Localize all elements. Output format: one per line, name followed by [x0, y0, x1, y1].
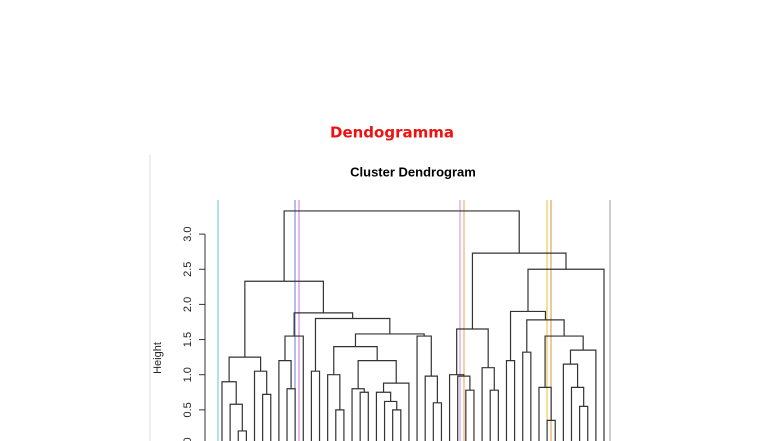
page-title: Dendogramma — [330, 124, 454, 142]
merge — [527, 268, 605, 441]
merge — [424, 375, 438, 441]
y-tick-label: 0.0 — [182, 437, 194, 441]
merge — [262, 393, 272, 441]
merge — [310, 370, 321, 441]
merge — [489, 389, 499, 441]
merge — [278, 360, 292, 441]
merge — [383, 400, 398, 441]
merge — [465, 389, 475, 441]
cluster-rectangles — [217, 200, 611, 441]
y-tick-label: 2.0 — [182, 297, 194, 312]
merge — [293, 312, 354, 337]
merge — [562, 363, 579, 441]
merge — [229, 403, 243, 441]
merge — [327, 374, 341, 441]
merge — [471, 252, 567, 330]
y-tick-label: 1.0 — [182, 367, 194, 382]
merge — [456, 328, 489, 375]
merge — [569, 349, 597, 441]
y-tick-label: 2.5 — [182, 262, 194, 277]
y-tick-label: 3.0 — [182, 226, 194, 241]
merge — [283, 210, 520, 282]
merge — [457, 375, 471, 441]
merge — [237, 430, 247, 441]
merge — [221, 381, 237, 441]
merge — [579, 405, 589, 441]
merge — [228, 356, 262, 382]
merge — [522, 351, 532, 441]
y-axis-label: Height — [152, 342, 164, 374]
merge — [375, 391, 392, 441]
merge — [244, 280, 324, 358]
merge — [509, 310, 547, 361]
merge — [392, 409, 402, 441]
merge — [253, 370, 268, 441]
y-tick-label: 0.5 — [182, 402, 194, 417]
merge — [481, 367, 495, 441]
merge — [359, 391, 369, 441]
y-tick-label: 1.5 — [182, 332, 194, 347]
merge — [354, 333, 425, 347]
merge — [448, 374, 465, 441]
merge — [538, 386, 552, 441]
merge — [286, 388, 296, 441]
merge — [416, 335, 432, 441]
merge — [505, 360, 516, 441]
merge — [432, 402, 443, 441]
merge — [314, 317, 391, 372]
merge — [357, 360, 397, 389]
merge — [351, 388, 365, 441]
merge — [335, 409, 345, 441]
merge — [570, 386, 585, 441]
chart-title: Cluster Dendrogram — [350, 164, 476, 179]
